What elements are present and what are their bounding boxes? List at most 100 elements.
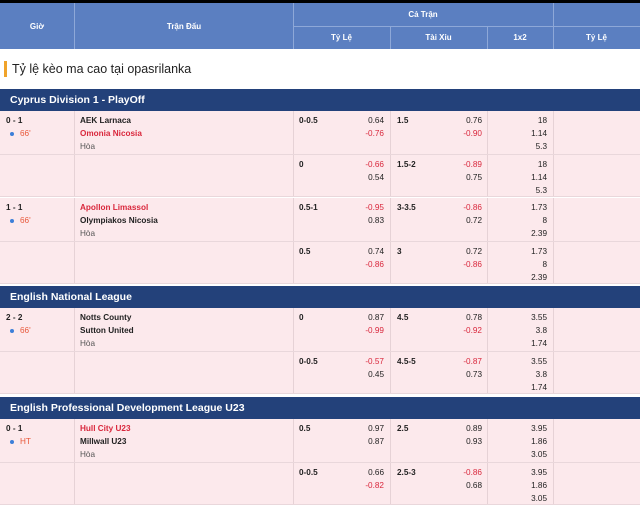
odds-row: 0-0.5 0.66 -0.82 2.5-3 -0.86 0.68 3.95 1.86 3.05 bbox=[0, 463, 640, 505]
handicap-home-odds[interactable]: 0.74 bbox=[368, 247, 384, 256]
over-odds[interactable]: -0.86 bbox=[463, 468, 482, 477]
over-odds[interactable]: -0.89 bbox=[463, 160, 482, 169]
under-odds[interactable]: 0.75 bbox=[466, 173, 482, 182]
draw-odds[interactable]: 1.74 bbox=[531, 339, 547, 348]
draw-label: Hòa bbox=[80, 229, 96, 238]
promo-banner[interactable]: Tỷ lệ kèo ma cao tại opasrilanka bbox=[0, 49, 640, 89]
draw-label: Hòa bbox=[80, 339, 96, 348]
home-win-odds[interactable]: 3.95 bbox=[531, 424, 547, 433]
handicap-line: 0-0.5 bbox=[299, 116, 318, 125]
over-under-line: 1.5 bbox=[397, 116, 409, 125]
handicap-home-odds[interactable]: 0.66 bbox=[368, 468, 384, 477]
over-odds[interactable]: -0.87 bbox=[463, 357, 482, 366]
home-win-odds[interactable]: 3.55 bbox=[531, 357, 547, 366]
handicap-line: 0-0.5 bbox=[299, 468, 318, 477]
handicap-line: 0.5 bbox=[299, 424, 311, 433]
under-odds[interactable]: -0.92 bbox=[463, 326, 482, 335]
away-win-odds[interactable]: 1.14 bbox=[531, 129, 547, 138]
under-odds[interactable]: -0.86 bbox=[463, 260, 482, 269]
odds-row: 1 - 1 66' Apollon Limassol Olympiakos Nicos… bbox=[0, 198, 640, 242]
odds-row: 0 - 1 66' AEK Larnaca Omonia Nicosia Hòa 0-0.… bbox=[0, 111, 640, 155]
draw-odds[interactable]: 5.3 bbox=[535, 186, 547, 195]
col-handicap: Tỷ Lệ bbox=[331, 33, 352, 42]
away-win-odds[interactable]: 1.86 bbox=[531, 437, 547, 446]
over-under-line: 4.5-5 bbox=[397, 357, 416, 366]
home-team[interactable]: Apollon Limassol bbox=[80, 203, 149, 212]
home-win-odds[interactable]: 3.55 bbox=[531, 313, 547, 322]
away-team[interactable]: Sutton United bbox=[80, 326, 134, 335]
handicap-away-odds[interactable]: 0.83 bbox=[368, 216, 384, 225]
handicap-away-odds[interactable]: 0.54 bbox=[368, 173, 384, 182]
handicap-line: 0 bbox=[299, 313, 304, 322]
handicap-line: 0.5 bbox=[299, 247, 311, 256]
match-minute: 66' bbox=[20, 216, 31, 225]
away-win-odds[interactable]: 1.86 bbox=[531, 481, 547, 490]
away-win-odds[interactable]: 8 bbox=[542, 216, 547, 225]
over-under-line: 3 bbox=[397, 247, 402, 256]
match-minute: HT bbox=[20, 437, 31, 446]
handicap-home-odds[interactable]: 0.97 bbox=[368, 424, 384, 433]
draw-odds[interactable]: 1.74 bbox=[531, 383, 547, 392]
home-win-odds[interactable]: 1.73 bbox=[531, 203, 547, 212]
over-odds[interactable]: 0.72 bbox=[466, 247, 482, 256]
under-odds[interactable]: 0.72 bbox=[466, 216, 482, 225]
over-odds[interactable]: 0.76 bbox=[466, 116, 482, 125]
handicap-home-odds[interactable]: 0.87 bbox=[368, 313, 384, 322]
handicap-home-odds[interactable]: -0.95 bbox=[365, 203, 384, 212]
handicap-away-odds[interactable]: 0.87 bbox=[368, 437, 384, 446]
home-team[interactable]: AEK Larnaca bbox=[80, 116, 131, 125]
away-win-odds[interactable]: 1.14 bbox=[531, 173, 547, 182]
over-under-line: 2.5 bbox=[397, 424, 409, 433]
over-odds[interactable]: 0.78 bbox=[466, 313, 482, 322]
draw-label: Hòa bbox=[80, 142, 96, 151]
handicap-home-odds[interactable]: -0.66 bbox=[365, 160, 384, 169]
draw-odds[interactable]: 5.3 bbox=[535, 142, 547, 151]
handicap-away-odds[interactable]: 0.45 bbox=[368, 370, 384, 379]
home-win-odds[interactable]: 3.95 bbox=[531, 468, 547, 477]
handicap-line: 0 bbox=[299, 160, 304, 169]
away-team[interactable]: Olympiakos Nicosia bbox=[80, 216, 158, 225]
under-odds[interactable]: 0.93 bbox=[466, 437, 482, 446]
draw-odds[interactable]: 3.05 bbox=[531, 450, 547, 459]
handicap-line: 0-0.5 bbox=[299, 357, 318, 366]
odds-row: 0.5 0.74 -0.86 3 0.72 -0.86 1.73 8 2.39 bbox=[0, 242, 640, 284]
handicap-home-odds[interactable]: -0.57 bbox=[365, 357, 384, 366]
handicap-away-odds[interactable]: -0.76 bbox=[365, 129, 384, 138]
away-team[interactable]: Omonia Nicosia bbox=[80, 129, 142, 138]
match-minute: 66' bbox=[20, 326, 31, 335]
handicap-away-odds[interactable]: -0.82 bbox=[365, 481, 384, 490]
home-win-odds[interactable]: 18 bbox=[537, 160, 547, 169]
under-odds[interactable]: 0.68 bbox=[466, 481, 482, 490]
handicap-away-odds[interactable]: -0.86 bbox=[365, 260, 384, 269]
over-under-line: 3-3.5 bbox=[397, 203, 416, 212]
home-team[interactable]: Notts County bbox=[80, 313, 132, 322]
away-win-odds[interactable]: 3.8 bbox=[535, 326, 547, 335]
col-1x2: 1x2 bbox=[513, 33, 527, 42]
table-header: Giờ Trận Đấu Cả Trận Tỷ Lệ Tài Xỉu 1x2 T… bbox=[0, 3, 640, 49]
home-win-odds[interactable]: 1.73 bbox=[531, 247, 547, 256]
draw-odds[interactable]: 2.39 bbox=[531, 229, 547, 238]
league-header[interactable]: English Professional Development League … bbox=[0, 397, 640, 419]
draw-odds[interactable]: 3.05 bbox=[531, 494, 547, 503]
live-dot-icon bbox=[10, 440, 14, 444]
league-header[interactable]: English National League bbox=[0, 286, 640, 308]
away-win-odds[interactable]: 8 bbox=[542, 260, 547, 269]
promo-accent-bar bbox=[4, 61, 7, 77]
home-team[interactable]: Hull City U23 bbox=[80, 424, 131, 433]
home-win-odds[interactable]: 18 bbox=[537, 116, 547, 125]
under-odds[interactable]: -0.90 bbox=[463, 129, 482, 138]
away-team[interactable]: Millwall U23 bbox=[80, 437, 127, 446]
draw-odds[interactable]: 2.39 bbox=[531, 273, 547, 282]
odds-row: 0 - 1 HT Hull City U23 Millwall U23 Hòa 0.5 0.… bbox=[0, 419, 640, 463]
promo-text[interactable]: Tỷ lệ kèo ma cao tại opasrilanka bbox=[12, 62, 192, 76]
odds-row: 2 - 2 66' Notts County Sutton United Hòa 0 0.8… bbox=[0, 308, 640, 352]
handicap-home-odds[interactable]: 0.64 bbox=[368, 116, 384, 125]
away-win-odds[interactable]: 3.8 bbox=[535, 370, 547, 379]
over-odds[interactable]: -0.86 bbox=[463, 203, 482, 212]
over-odds[interactable]: 0.89 bbox=[466, 424, 482, 433]
handicap-away-odds[interactable]: -0.99 bbox=[365, 326, 384, 335]
under-odds[interactable]: 0.73 bbox=[466, 370, 482, 379]
col-time: Giờ bbox=[29, 21, 45, 31]
league-header[interactable]: Cyprus Division 1 - PlayOff bbox=[0, 89, 640, 111]
over-under-line: 1.5-2 bbox=[397, 160, 416, 169]
